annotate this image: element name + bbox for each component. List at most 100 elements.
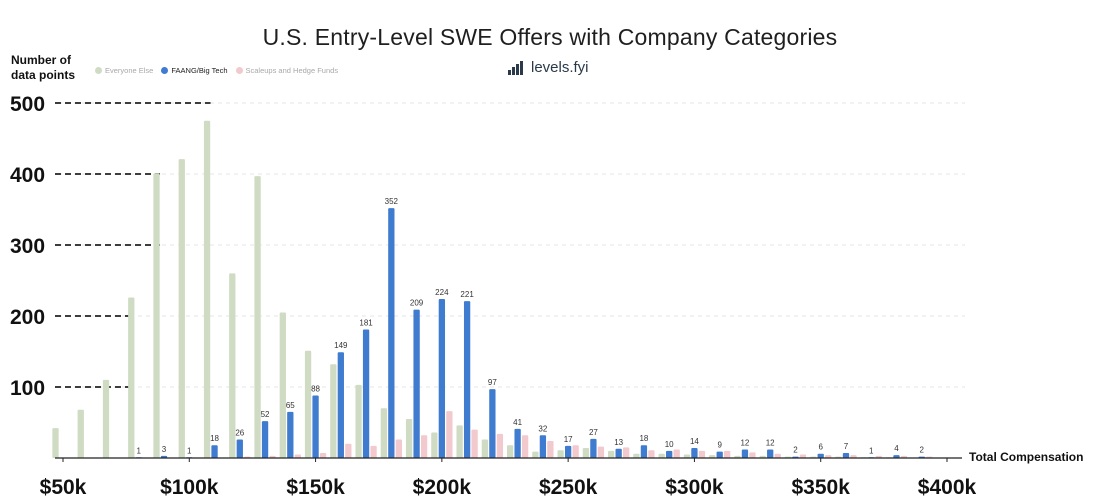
- bar-faang-big-tech-12: [362, 329, 370, 458]
- x-tick-label-5: $300k: [665, 476, 724, 499]
- legend: Everyone Else FAANG/Big Tech Scaleups and …: [95, 66, 338, 75]
- y-tick-label-3: 400: [10, 164, 45, 187]
- legend-swatch-everyone-else: [95, 67, 102, 74]
- x-tick-label-1: $100k: [160, 476, 219, 499]
- bar-everyone-else-13: [380, 408, 387, 458]
- bar-faang-big-tech-17: [489, 389, 496, 458]
- value-label-faang-big-tech-17: 97: [488, 378, 497, 387]
- bar-scaleups-and-hedge-funds-16: [471, 429, 478, 458]
- value-label-faang-big-tech-26: 9: [717, 441, 722, 450]
- bar-faang-big-tech-25: [691, 448, 698, 458]
- bar-everyone-else-6: [203, 120, 211, 458]
- bars: [52, 120, 933, 459]
- legend-label-faang-big-tech: FAANG/Big Tech: [171, 66, 228, 75]
- bar-faang-big-tech-26: [716, 451, 723, 458]
- y-tick-label-4: 500: [10, 93, 45, 116]
- bar-faang-big-tech-14: [413, 309, 420, 458]
- gridlines: [58, 102, 965, 388]
- bar-scaleups-and-hedge-funds-18: [521, 435, 529, 458]
- x-tick-label-0: $50k: [40, 476, 87, 499]
- bar-faang-big-tech-13: [388, 208, 395, 458]
- value-label-faang-big-tech-12: 181: [359, 318, 373, 327]
- bar-faang-big-tech-6: [211, 445, 218, 458]
- value-label-faang-big-tech-11: 149: [334, 341, 348, 350]
- value-label-faang-big-tech-23: 18: [639, 434, 648, 443]
- value-label-faang-big-tech-8: 52: [261, 410, 270, 419]
- bar-faang-big-tech-27: [741, 449, 749, 458]
- legend-label-scaleups-and-hedge-funds: Scaleups and Hedge Funds: [245, 66, 339, 75]
- y-axis-label: Number of data points: [11, 53, 83, 83]
- x-tick-label-6: $350k: [792, 476, 851, 499]
- bar-everyone-else-4: [153, 173, 160, 459]
- bar-scaleups-and-hedge-funds-11: [345, 443, 352, 458]
- bar-scaleups-and-hedge-funds-26: [724, 450, 731, 458]
- value-label-faang-big-tech-30: 6: [818, 443, 823, 452]
- bar-faang-big-tech-10: [312, 395, 319, 458]
- value-label-faang-big-tech-31: 7: [844, 442, 849, 451]
- bar-faang-big-tech-31: [842, 453, 850, 458]
- levels-logo-icon: [508, 61, 523, 75]
- value-label-faang-big-tech-18: 41: [513, 418, 522, 427]
- value-label-faang-big-tech-34: 2: [920, 446, 925, 455]
- bar-faang-big-tech-22: [615, 448, 622, 458]
- legend-item-scaleups-and-hedge-funds: Scaleups and Hedge Funds: [235, 66, 339, 75]
- bar-everyone-else-15: [431, 432, 438, 458]
- bar-faang-big-tech-33: [893, 455, 900, 458]
- legend-label-everyone-else: Everyone Else: [105, 66, 154, 75]
- value-label-faang-big-tech-5: 1: [187, 446, 192, 455]
- bar-everyone-else-16: [456, 425, 463, 458]
- bar-everyone-else-21: [582, 448, 590, 458]
- legend-item-everyone-else: Everyone Else: [95, 66, 153, 75]
- bar-everyone-else-1: [77, 409, 84, 458]
- bar-everyone-else-7: [229, 273, 236, 458]
- y-tick-label-2: 300: [10, 235, 45, 258]
- bar-everyone-else-25: [683, 454, 691, 458]
- bar-everyone-else-20: [557, 450, 564, 458]
- legend-swatch-faang-big-tech: [161, 67, 169, 74]
- value-label-faang-big-tech-19: 32: [538, 424, 547, 433]
- bar-scaleups-and-hedge-funds-20: [572, 445, 579, 458]
- bar-everyone-else-22: [608, 450, 615, 458]
- bar-scaleups-and-hedge-funds-28: [774, 453, 781, 458]
- value-label-faang-big-tech-13: 352: [385, 197, 399, 206]
- value-label-faang-big-tech-15: 224: [435, 288, 449, 297]
- value-label-faang-big-tech-14: 209: [410, 299, 424, 308]
- bar-faang-big-tech-28: [767, 449, 774, 458]
- bar-everyone-else-26: [709, 455, 716, 458]
- bar-everyone-else-18: [506, 445, 514, 458]
- bar-faang-big-tech-9: [287, 411, 294, 458]
- value-label-faang-big-tech-25: 14: [690, 437, 699, 446]
- bar-everyone-else-2: [102, 379, 110, 458]
- bar-faang-big-tech-30: [817, 453, 824, 458]
- bar-scaleups-and-hedge-funds-30: [825, 455, 832, 458]
- bar-everyone-else-8: [254, 176, 261, 458]
- bar-scaleups-and-hedge-funds-31: [850, 455, 857, 458]
- x-tick-label-3: $200k: [413, 476, 472, 499]
- bar-everyone-else-24: [658, 453, 665, 458]
- bar-everyone-else-9: [279, 312, 286, 458]
- bar-faang-big-tech-11: [337, 352, 344, 458]
- value-label-faang-big-tech-21: 27: [589, 428, 598, 437]
- bar-faang-big-tech-21: [590, 438, 597, 458]
- legend-swatch-scaleups-and-hedge-funds: [235, 67, 243, 74]
- value-label-faang-big-tech-24: 10: [665, 440, 674, 449]
- bar-scaleups-and-hedge-funds-21: [597, 446, 605, 458]
- bar-faang-big-tech-7: [236, 439, 243, 458]
- bar-faang-big-tech-15: [438, 298, 446, 458]
- bar-faang-big-tech-20: [564, 445, 572, 458]
- bar-faang-big-tech-23: [640, 445, 648, 458]
- bar-scaleups-and-hedge-funds-9: [294, 454, 301, 458]
- y-tick-label-1: 200: [10, 306, 45, 329]
- bar-scaleups-and-hedge-funds-10: [319, 453, 327, 458]
- brand-text: levels.fyi: [531, 59, 589, 76]
- value-label-faang-big-tech-28: 12: [766, 438, 775, 447]
- value-label-faang-big-tech-4: 3: [162, 445, 167, 454]
- value-label-faang-big-tech-16: 221: [460, 290, 474, 299]
- bar-everyone-else-23: [633, 453, 640, 458]
- reference-lines: [55, 102, 211, 388]
- bar-everyone-else-17: [481, 439, 489, 458]
- bar-scaleups-and-hedge-funds-14: [420, 435, 428, 458]
- value-label-faang-big-tech-32: 1: [869, 446, 874, 455]
- bar-scaleups-and-hedge-funds-17: [496, 433, 504, 458]
